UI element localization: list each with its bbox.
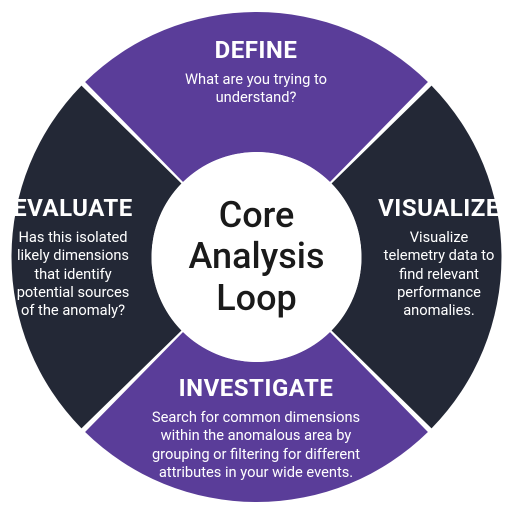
label-evaluate: EVALUATE Has this isolated likely dimensi… <box>12 194 134 320</box>
title-evaluate: EVALUATE <box>12 194 134 222</box>
core-analysis-loop-diagram: Core Analysis Loop DEFINEWhat are you tr… <box>0 0 513 514</box>
title-visualize: VISUALIZE <box>378 194 500 222</box>
label-define: DEFINE What are you trying to understand? <box>156 36 356 107</box>
label-visualize: VISUALIZE Visualize telemetry data to fin… <box>378 194 500 320</box>
desc-define: What are you trying to understand? <box>181 70 331 107</box>
center-circle <box>152 152 362 362</box>
desc-evaluate: Has this isolated likely dimensions that… <box>14 228 132 320</box>
desc-visualize: Visualize telemetry data to find relevan… <box>380 228 498 320</box>
title-investigate: INVESTIGATE <box>131 374 381 402</box>
title-define: DEFINE <box>156 36 356 64</box>
desc-investigate: Search for common dimensions within the … <box>146 408 366 481</box>
label-investigate: INVESTIGATE Search for common dimensions … <box>131 374 381 481</box>
